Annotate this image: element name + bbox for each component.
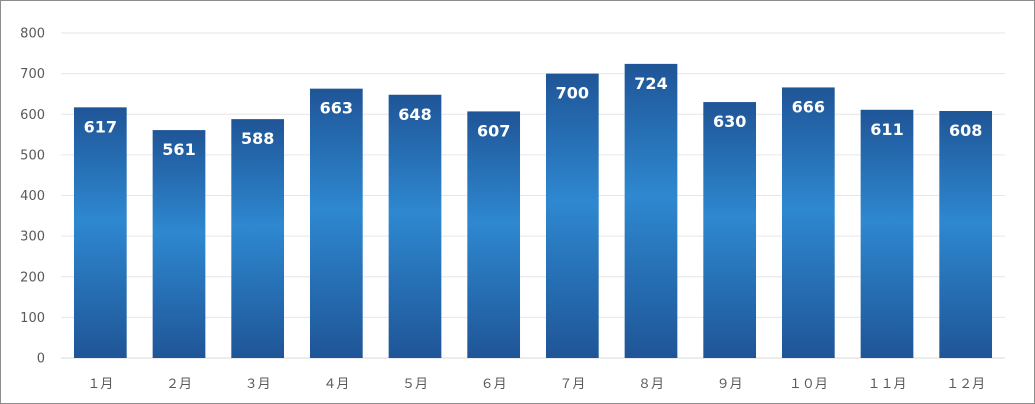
x-tick-label: １０月: [789, 377, 828, 392]
y-tick-label: 300: [20, 230, 45, 245]
y-tick-label: 200: [20, 270, 45, 285]
bar: [467, 111, 521, 358]
x-axis: １月 ２月 ３月 ４月 ５月 ６月 ７月 ８月 ９月 １０月 １１月 １２月: [87, 377, 985, 392]
data-label: 607: [477, 121, 510, 140]
bar: [624, 63, 678, 358]
bar: [231, 119, 285, 358]
bar: [860, 109, 914, 358]
y-tick-label: 600: [20, 108, 45, 123]
x-tick-label: ３月: [245, 377, 271, 392]
x-tick-label: ６月: [481, 377, 507, 392]
bar: [152, 130, 206, 358]
bar: [73, 107, 127, 358]
bar: [309, 88, 363, 358]
y-axis: 0 100 200 300 400 500 600 700 800: [20, 27, 45, 367]
gridlines: [61, 32, 1005, 359]
bars: [73, 63, 993, 358]
data-label: 666: [792, 97, 825, 116]
data-label: 588: [241, 129, 274, 148]
x-tick-label: ４月: [323, 377, 349, 392]
bar: [781, 87, 835, 358]
x-tick-label: ９月: [717, 377, 743, 392]
y-tick-label: 700: [20, 67, 45, 82]
data-label: 700: [556, 84, 589, 103]
bar: [388, 94, 442, 358]
bar: [545, 73, 599, 358]
bar: [703, 102, 757, 358]
bar: [939, 111, 993, 358]
y-tick-label: 500: [20, 148, 45, 163]
data-label: 608: [949, 121, 982, 140]
data-label: 648: [398, 105, 431, 124]
data-label: 724: [634, 74, 667, 93]
x-tick-label: １月: [87, 377, 113, 392]
y-tick-label: 400: [20, 189, 45, 204]
data-label: 630: [713, 112, 746, 131]
x-tick-label: ８月: [638, 377, 664, 392]
data-label: 663: [320, 99, 353, 118]
data-labels: 617 561 588 663 648 607 700 724 630 666 611 608: [84, 74, 983, 159]
x-tick-label: ７月: [559, 377, 585, 392]
y-tick-label: 0: [37, 352, 45, 367]
x-tick-label: ５月: [402, 377, 428, 392]
x-tick-label: １１月: [867, 377, 906, 392]
y-tick-label: 800: [20, 27, 45, 42]
data-label: 611: [870, 120, 903, 139]
y-tick-label: 100: [20, 311, 45, 326]
x-tick-label: １２月: [946, 377, 985, 392]
data-label: 561: [162, 140, 195, 159]
x-tick-label: ２月: [166, 377, 192, 392]
data-label: 617: [84, 117, 117, 136]
